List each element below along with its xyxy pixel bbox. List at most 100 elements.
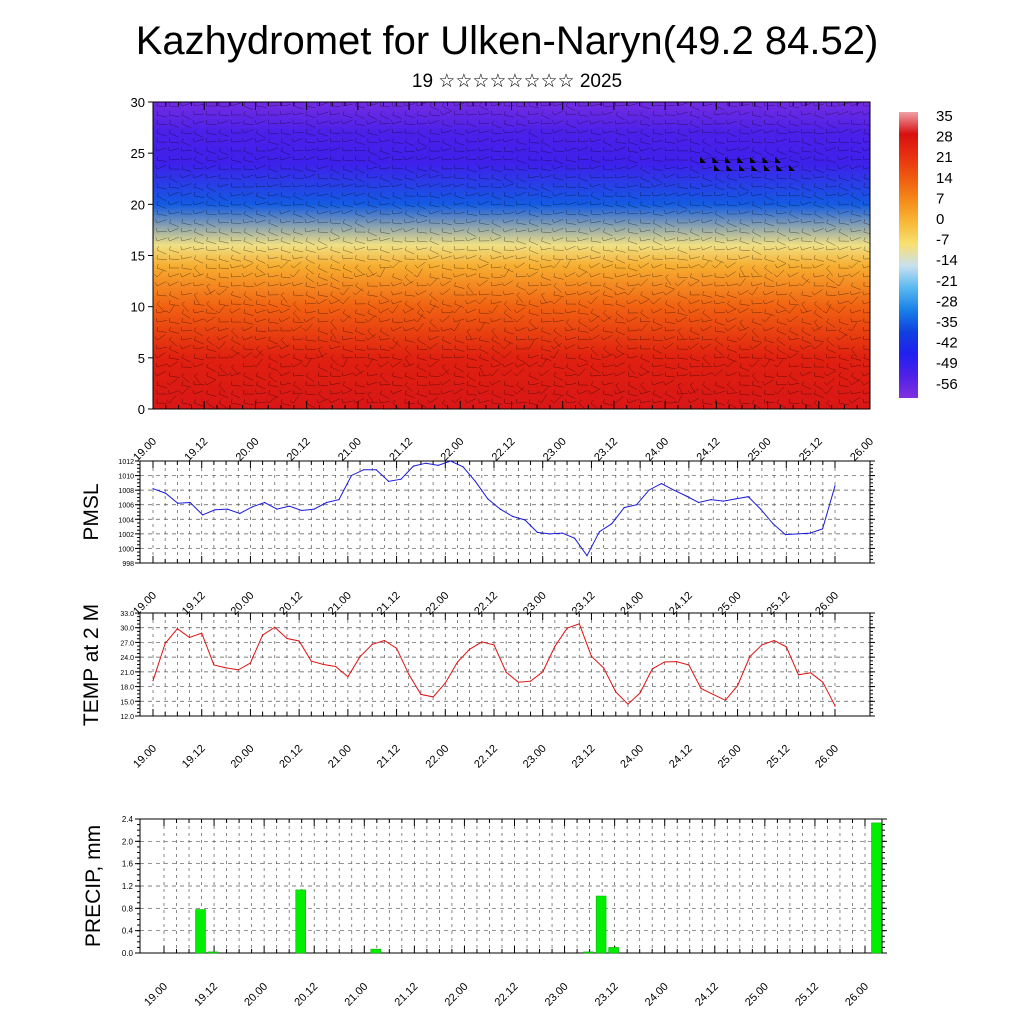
wind-barb-flag <box>413 319 418 323</box>
wind-barb-flag <box>155 165 158 170</box>
wind-barb <box>491 123 502 129</box>
wind-barb-flag <box>329 110 331 116</box>
wind-barb-flag <box>440 390 443 395</box>
wind-barb-flag <box>342 246 345 251</box>
wind-barb <box>392 183 403 188</box>
wind-barb <box>156 258 168 260</box>
wind-barb <box>466 393 477 396</box>
wind-barb <box>330 147 341 152</box>
wind-barb <box>318 339 329 343</box>
wind-barb-flag <box>652 245 654 251</box>
wind-barb-flag <box>726 236 728 242</box>
wind-barb <box>801 366 812 368</box>
wind-barb-flag <box>714 137 716 143</box>
wind-barb-flag <box>589 255 592 260</box>
wind-barb-flag <box>677 129 680 134</box>
wind-barb-flag <box>441 219 444 224</box>
wind-barb <box>417 258 428 260</box>
wind-barb <box>826 378 835 386</box>
wind-barb-flag <box>330 336 333 341</box>
wind-barb <box>504 212 515 215</box>
wind-barb <box>776 330 787 335</box>
wind-barb-flag <box>305 255 308 260</box>
wind-barb <box>516 159 527 164</box>
wind-barb-flag <box>836 336 840 341</box>
wind-barb-flag <box>230 192 232 197</box>
wind-barb <box>628 356 639 359</box>
wind-barb-flag <box>305 282 307 287</box>
wind-barb-flag <box>451 310 455 314</box>
wind-barb <box>256 384 266 390</box>
wind-barb <box>342 227 353 233</box>
wind-barb <box>342 400 353 404</box>
wind-barb <box>714 384 725 389</box>
wind-barb <box>590 213 602 216</box>
wind-barb <box>342 384 352 391</box>
wind-barb <box>677 204 688 209</box>
wind-barb <box>243 168 254 171</box>
wind-barb-flag <box>727 183 729 188</box>
wind-barb-flag <box>701 165 703 170</box>
wind-barb-flag <box>863 228 866 233</box>
wind-barb-flag <box>738 102 741 107</box>
wind-barb <box>194 186 204 191</box>
wind-barb-flag <box>851 192 854 197</box>
wind-barb <box>851 177 861 182</box>
wind-barb-flag <box>528 102 531 107</box>
wind-barb <box>466 273 477 278</box>
data-point <box>350 475 352 477</box>
wind-barb-flag <box>179 273 183 278</box>
wind-barb <box>417 220 428 224</box>
wind-barb-flag <box>392 138 394 143</box>
wind-barb-flag <box>293 246 295 251</box>
wind-barb-flag <box>379 164 381 170</box>
wind-barb-flag <box>663 291 666 296</box>
wind-barb <box>268 393 279 398</box>
wind-barb <box>863 380 870 386</box>
wind-barb-flag <box>167 201 170 206</box>
wind-barb-flag <box>826 201 829 206</box>
wind-barb <box>156 303 165 312</box>
wind-barb <box>727 120 738 125</box>
wind-barb-flag <box>491 354 495 359</box>
wind-barb-flag <box>677 371 679 377</box>
wind-barb-flag <box>379 147 382 152</box>
wind-barb <box>305 148 316 152</box>
wind-barb-flag <box>342 102 344 107</box>
wind-barb-flag <box>565 371 567 377</box>
wind-barb <box>231 102 241 107</box>
wind-barb-flag <box>454 363 457 368</box>
wind-barb <box>690 123 700 129</box>
wind-barb <box>615 114 625 120</box>
wind-barb <box>380 177 390 183</box>
wind-barb <box>479 400 490 404</box>
wind-barb <box>342 312 352 319</box>
wind-barb-flag <box>527 228 530 233</box>
wind-barb <box>454 383 465 386</box>
wind-barb <box>268 202 279 206</box>
wind-barb-flag <box>166 400 170 404</box>
wind-barb-flag <box>206 183 209 188</box>
wind-barb <box>752 384 762 388</box>
wind-barb-flag <box>355 120 357 125</box>
wind-barb <box>268 122 279 125</box>
wind-barb-flag <box>726 246 728 251</box>
wind-barb-flag <box>466 182 468 188</box>
wind-barb-flag <box>538 391 542 395</box>
wind-barb <box>330 168 340 174</box>
wind-barb <box>776 283 787 287</box>
wind-barb-flag <box>822 310 827 314</box>
wind-barb <box>677 294 688 299</box>
wind-barb <box>528 175 539 179</box>
wind-barb <box>280 316 290 323</box>
wind-barb <box>454 305 462 314</box>
data-point <box>274 626 276 628</box>
wind-barb-flag <box>837 111 840 116</box>
wind-barb <box>367 393 374 403</box>
wind-barb <box>739 348 750 351</box>
wind-barb <box>355 132 365 138</box>
wind-barb-flag <box>552 120 555 125</box>
wind-barb-flag <box>640 382 644 386</box>
wind-barb <box>454 356 465 359</box>
wind-barb <box>578 158 589 161</box>
